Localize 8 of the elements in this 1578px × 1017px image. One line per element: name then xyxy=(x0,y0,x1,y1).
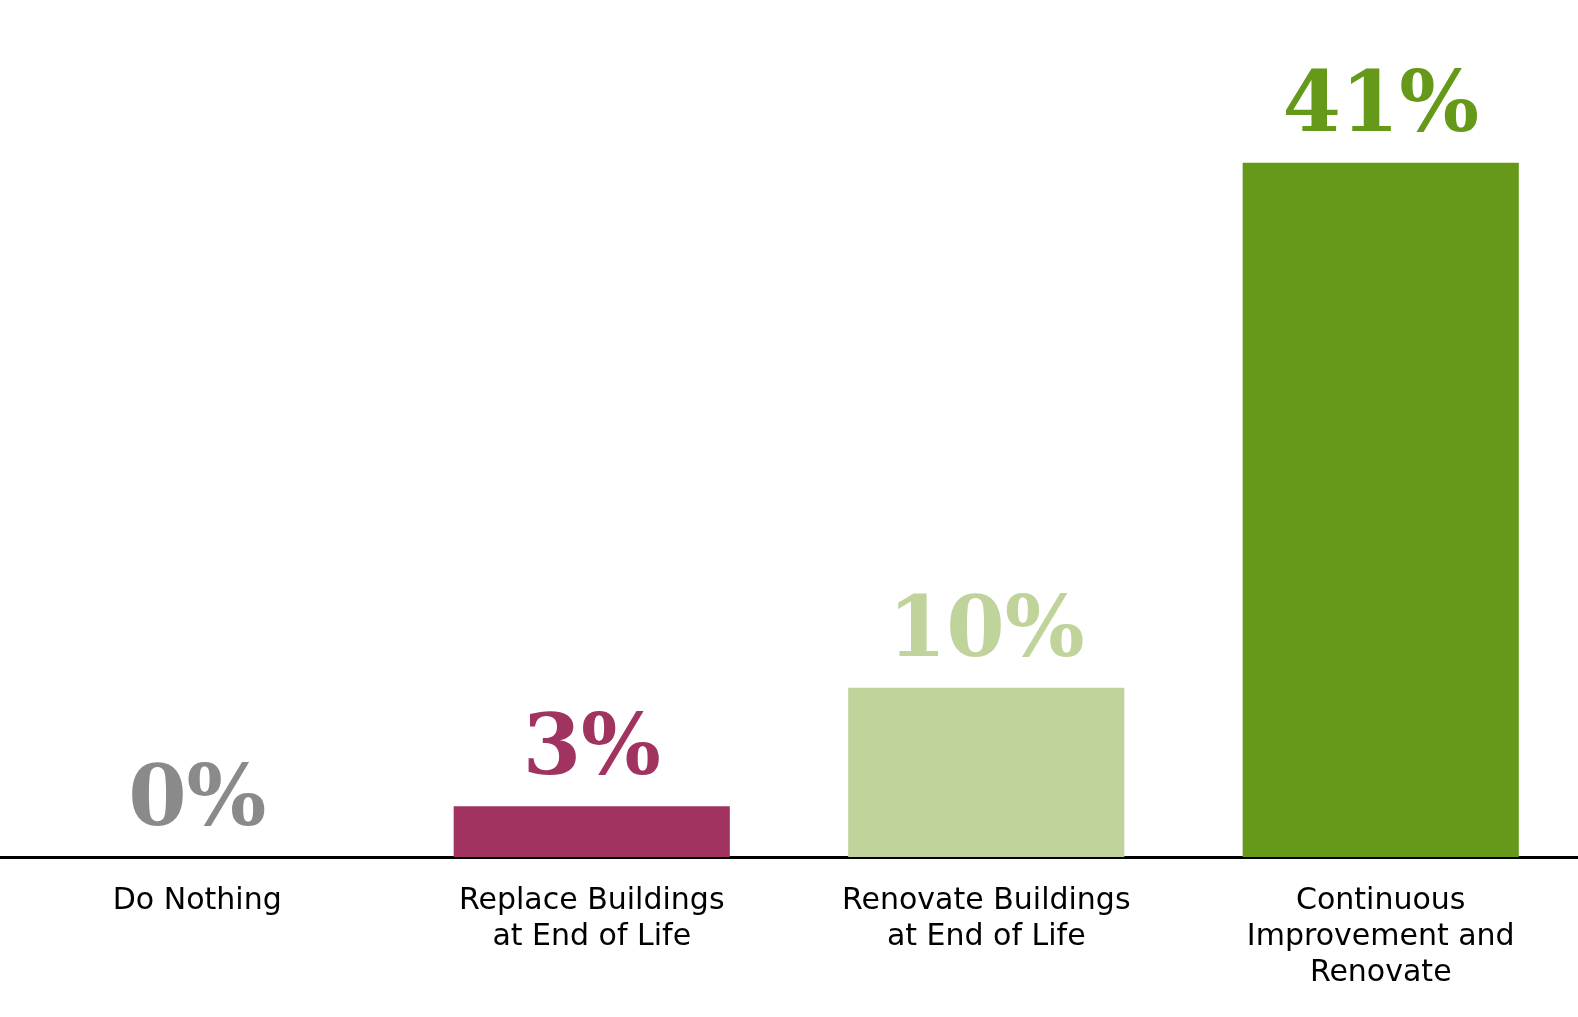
data-label: 10% xyxy=(887,576,1085,676)
data-label: 41% xyxy=(1282,51,1480,151)
x-tick-label: Continuous Improvement and Renovate xyxy=(1246,880,1515,988)
data-label: 3% xyxy=(522,695,661,795)
x-tick-label: Do Nothing xyxy=(112,880,282,916)
x-tick-label: Renovate Buildings at End of Life xyxy=(841,880,1131,952)
data-label: 0% xyxy=(128,746,267,845)
x-tick-label: Replace Buildings at End of Life xyxy=(458,880,725,952)
